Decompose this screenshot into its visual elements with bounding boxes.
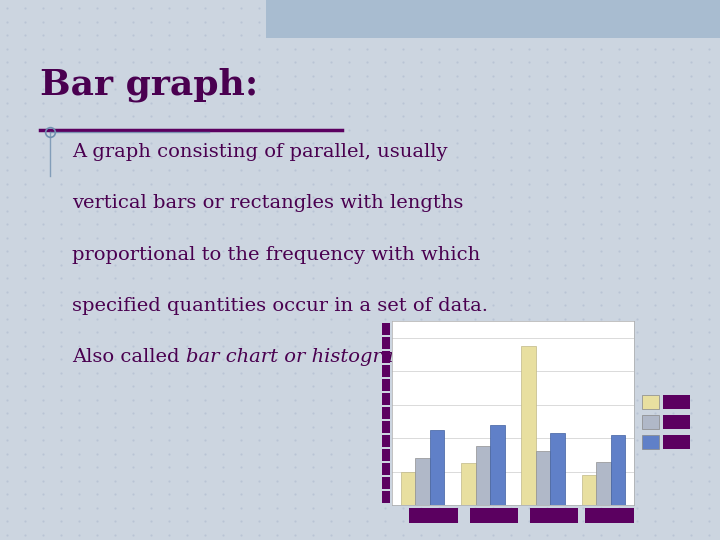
Text: specified quantities occur in a set of data.: specified quantities occur in a set of d…: [72, 297, 488, 315]
Bar: [596, 462, 611, 505]
Bar: [582, 475, 596, 505]
Text: Bar graph:: Bar graph:: [40, 68, 258, 102]
Bar: [611, 435, 625, 505]
Bar: [461, 463, 476, 505]
Text: proportional to the frequency with which: proportional to the frequency with which: [72, 246, 480, 264]
Bar: [550, 433, 565, 505]
Bar: [476, 447, 490, 505]
FancyBboxPatch shape: [642, 415, 660, 429]
FancyBboxPatch shape: [642, 435, 660, 449]
Text: vertical bars or rectangles with lengths: vertical bars or rectangles with lengths: [72, 194, 464, 212]
Text: bar chart or histogram.: bar chart or histogram.: [186, 348, 418, 366]
Bar: [536, 451, 550, 505]
FancyBboxPatch shape: [663, 415, 690, 429]
Bar: [401, 471, 415, 505]
Text: A graph consisting of parallel, usually: A graph consisting of parallel, usually: [72, 143, 448, 161]
Bar: [521, 346, 536, 505]
Text: Also called: Also called: [72, 348, 186, 366]
Bar: [490, 425, 505, 505]
FancyBboxPatch shape: [663, 435, 690, 449]
FancyBboxPatch shape: [642, 395, 660, 409]
Bar: [430, 430, 444, 505]
FancyBboxPatch shape: [663, 395, 690, 409]
Bar: [415, 458, 430, 505]
